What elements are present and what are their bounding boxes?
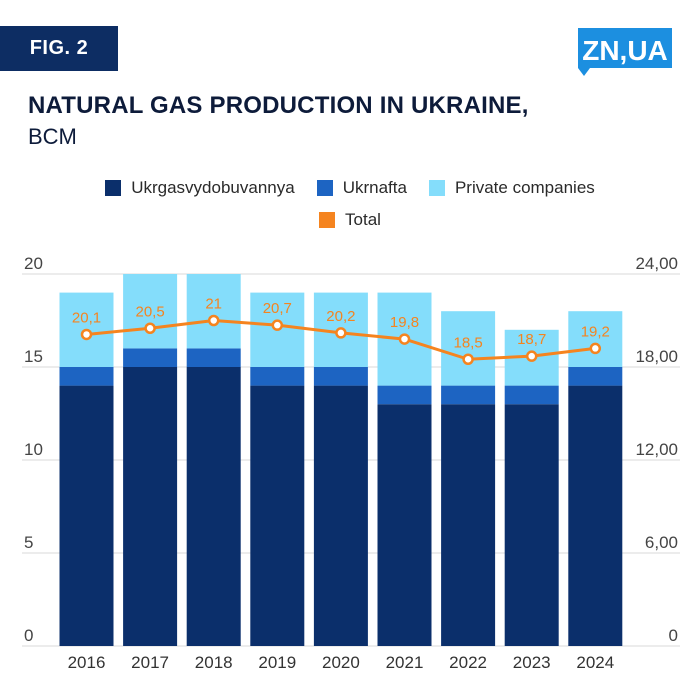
legend-swatch-ukrnafta: [316, 180, 333, 196]
data-label-total-2018: 21: [205, 296, 222, 313]
data-label-total-2024: 19,2: [581, 323, 610, 340]
point-total-2021: [398, 333, 411, 345]
y-right-tick-label: 12,00: [635, 440, 678, 459]
legend-label-private-companies: Private companies: [454, 178, 595, 197]
x-tick-label-2018: 2018: [195, 653, 233, 672]
y-left-tick-label: 20: [24, 254, 43, 273]
figure-number-tag: FIG. 2: [0, 26, 118, 71]
legend-label-ukrgasvydobuvannya: Ukrgasvydobuvannya: [131, 178, 295, 197]
x-tick-label-2016: 2016: [68, 653, 106, 672]
bar-ukrnafta-2023: [504, 385, 559, 405]
legend-item-private-companies: Private companies: [428, 178, 595, 198]
y-left-tick-label: 10: [24, 440, 43, 459]
x-tick-label-2023: 2023: [513, 653, 551, 672]
bar-private-companies-2017: [123, 274, 178, 349]
x-tick-label-2024: 2024: [576, 653, 614, 672]
bar-ukrgasvydobuvannya-2022: [441, 404, 496, 646]
zn-ua-logo: ZN,UA: [578, 28, 672, 76]
data-label-total-2023: 18,7: [517, 331, 546, 348]
x-tick-label-2020: 2020: [322, 653, 360, 672]
point-total-2022: [462, 353, 474, 365]
chart-title: NATURAL GAS PRODUCTION IN UKRAINE,: [28, 92, 529, 119]
y-right-tick-label: 6,00: [645, 533, 678, 552]
y-right-tick-label: 24,00: [635, 254, 678, 273]
bar-ukrnafta-2018: [186, 348, 241, 367]
bar-ukrgasvydobuvannya-2019: [250, 385, 305, 646]
bar-ukrnafta-2017: [123, 348, 178, 367]
logo-text: ZN,UA: [582, 35, 668, 66]
point-total-2019: [271, 319, 284, 331]
point-total-2024: [589, 342, 602, 355]
y-left-tick-label: 15: [24, 347, 43, 366]
x-tick-label-2017: 2017: [131, 653, 169, 672]
bar-ukrnafta-2020: [313, 367, 368, 386]
bar-ukrnafta-2022: [441, 385, 496, 405]
bar-ukrnafta-2021: [377, 385, 432, 405]
point-total-2016: [80, 328, 93, 341]
figure-number-label: FIG. 2: [29, 37, 89, 59]
bar-ukrnafta-2024: [568, 367, 623, 386]
x-tick-label-2022: 2022: [449, 653, 487, 672]
legend-label-ukrnafta: Ukrnafta: [342, 178, 407, 197]
legend-item-ukrnafta: Ukrnafta: [316, 178, 407, 198]
legend-swatch-total: [319, 212, 336, 228]
bar-ukrnafta-2019: [250, 367, 305, 386]
legend-label-total: Total: [345, 210, 381, 229]
bar-ukrgasvydobuvannya-2024: [568, 385, 623, 646]
data-label-total-2022: 18,5: [453, 334, 482, 351]
bar-ukrgasvydobuvannya-2023: [504, 404, 559, 646]
data-label-total-2021: 19,8: [390, 314, 419, 331]
legend-row-primary: Ukrgasvydobuvannya Ukrnafta Private comp…: [0, 176, 700, 200]
bar-ukrnafta-2016: [59, 367, 114, 386]
legend-row-secondary: Total: [0, 208, 700, 232]
point-total-2018: [207, 314, 220, 327]
y-right-tick-label: 0: [669, 626, 678, 645]
bar-ukrgasvydobuvannya-2021: [377, 404, 432, 646]
bar-private-companies-2018: [186, 274, 241, 349]
bar-ukrgasvydobuvannya-2017: [123, 367, 178, 646]
x-tick-label-2019: 2019: [258, 653, 296, 672]
data-label-total-2019: 20,7: [263, 300, 292, 317]
chart-subtitle: BCM: [28, 124, 77, 149]
logo-pointer: [578, 68, 590, 76]
chart-legend: Ukrgasvydobuvannya Ukrnafta Private comp…: [0, 176, 700, 240]
x-tick-label-2021: 2021: [386, 653, 424, 672]
bar-private-companies-2022: [441, 311, 496, 386]
bar-ukrgasvydobuvannya-2018: [186, 367, 241, 646]
legend-item-ukrgasvydobuvannya: Ukrgasvydobuvannya: [105, 178, 295, 198]
data-label-total-2020: 20,2: [326, 308, 355, 325]
point-total-2023: [525, 350, 538, 362]
y-left-tick-label: 0: [24, 626, 33, 645]
logo-backdrop: [578, 28, 672, 68]
y-right-tick-label: 18,00: [635, 347, 678, 366]
legend-swatch-private-companies: [428, 180, 445, 196]
data-label-total-2016: 20,1: [72, 309, 101, 326]
y-left-tick-label: 5: [24, 533, 33, 552]
point-total-2017: [144, 322, 156, 334]
legend-item-total: Total: [319, 210, 381, 230]
legend-swatch-ukrgasvydobuvannya: [105, 180, 122, 196]
data-label-total-2017: 20,5: [135, 303, 164, 320]
bar-private-companies-2024: [568, 311, 623, 367]
bar-ukrgasvydobuvannya-2016: [59, 385, 114, 646]
point-total-2020: [335, 327, 347, 339]
bar-ukrgasvydobuvannya-2020: [313, 385, 368, 646]
